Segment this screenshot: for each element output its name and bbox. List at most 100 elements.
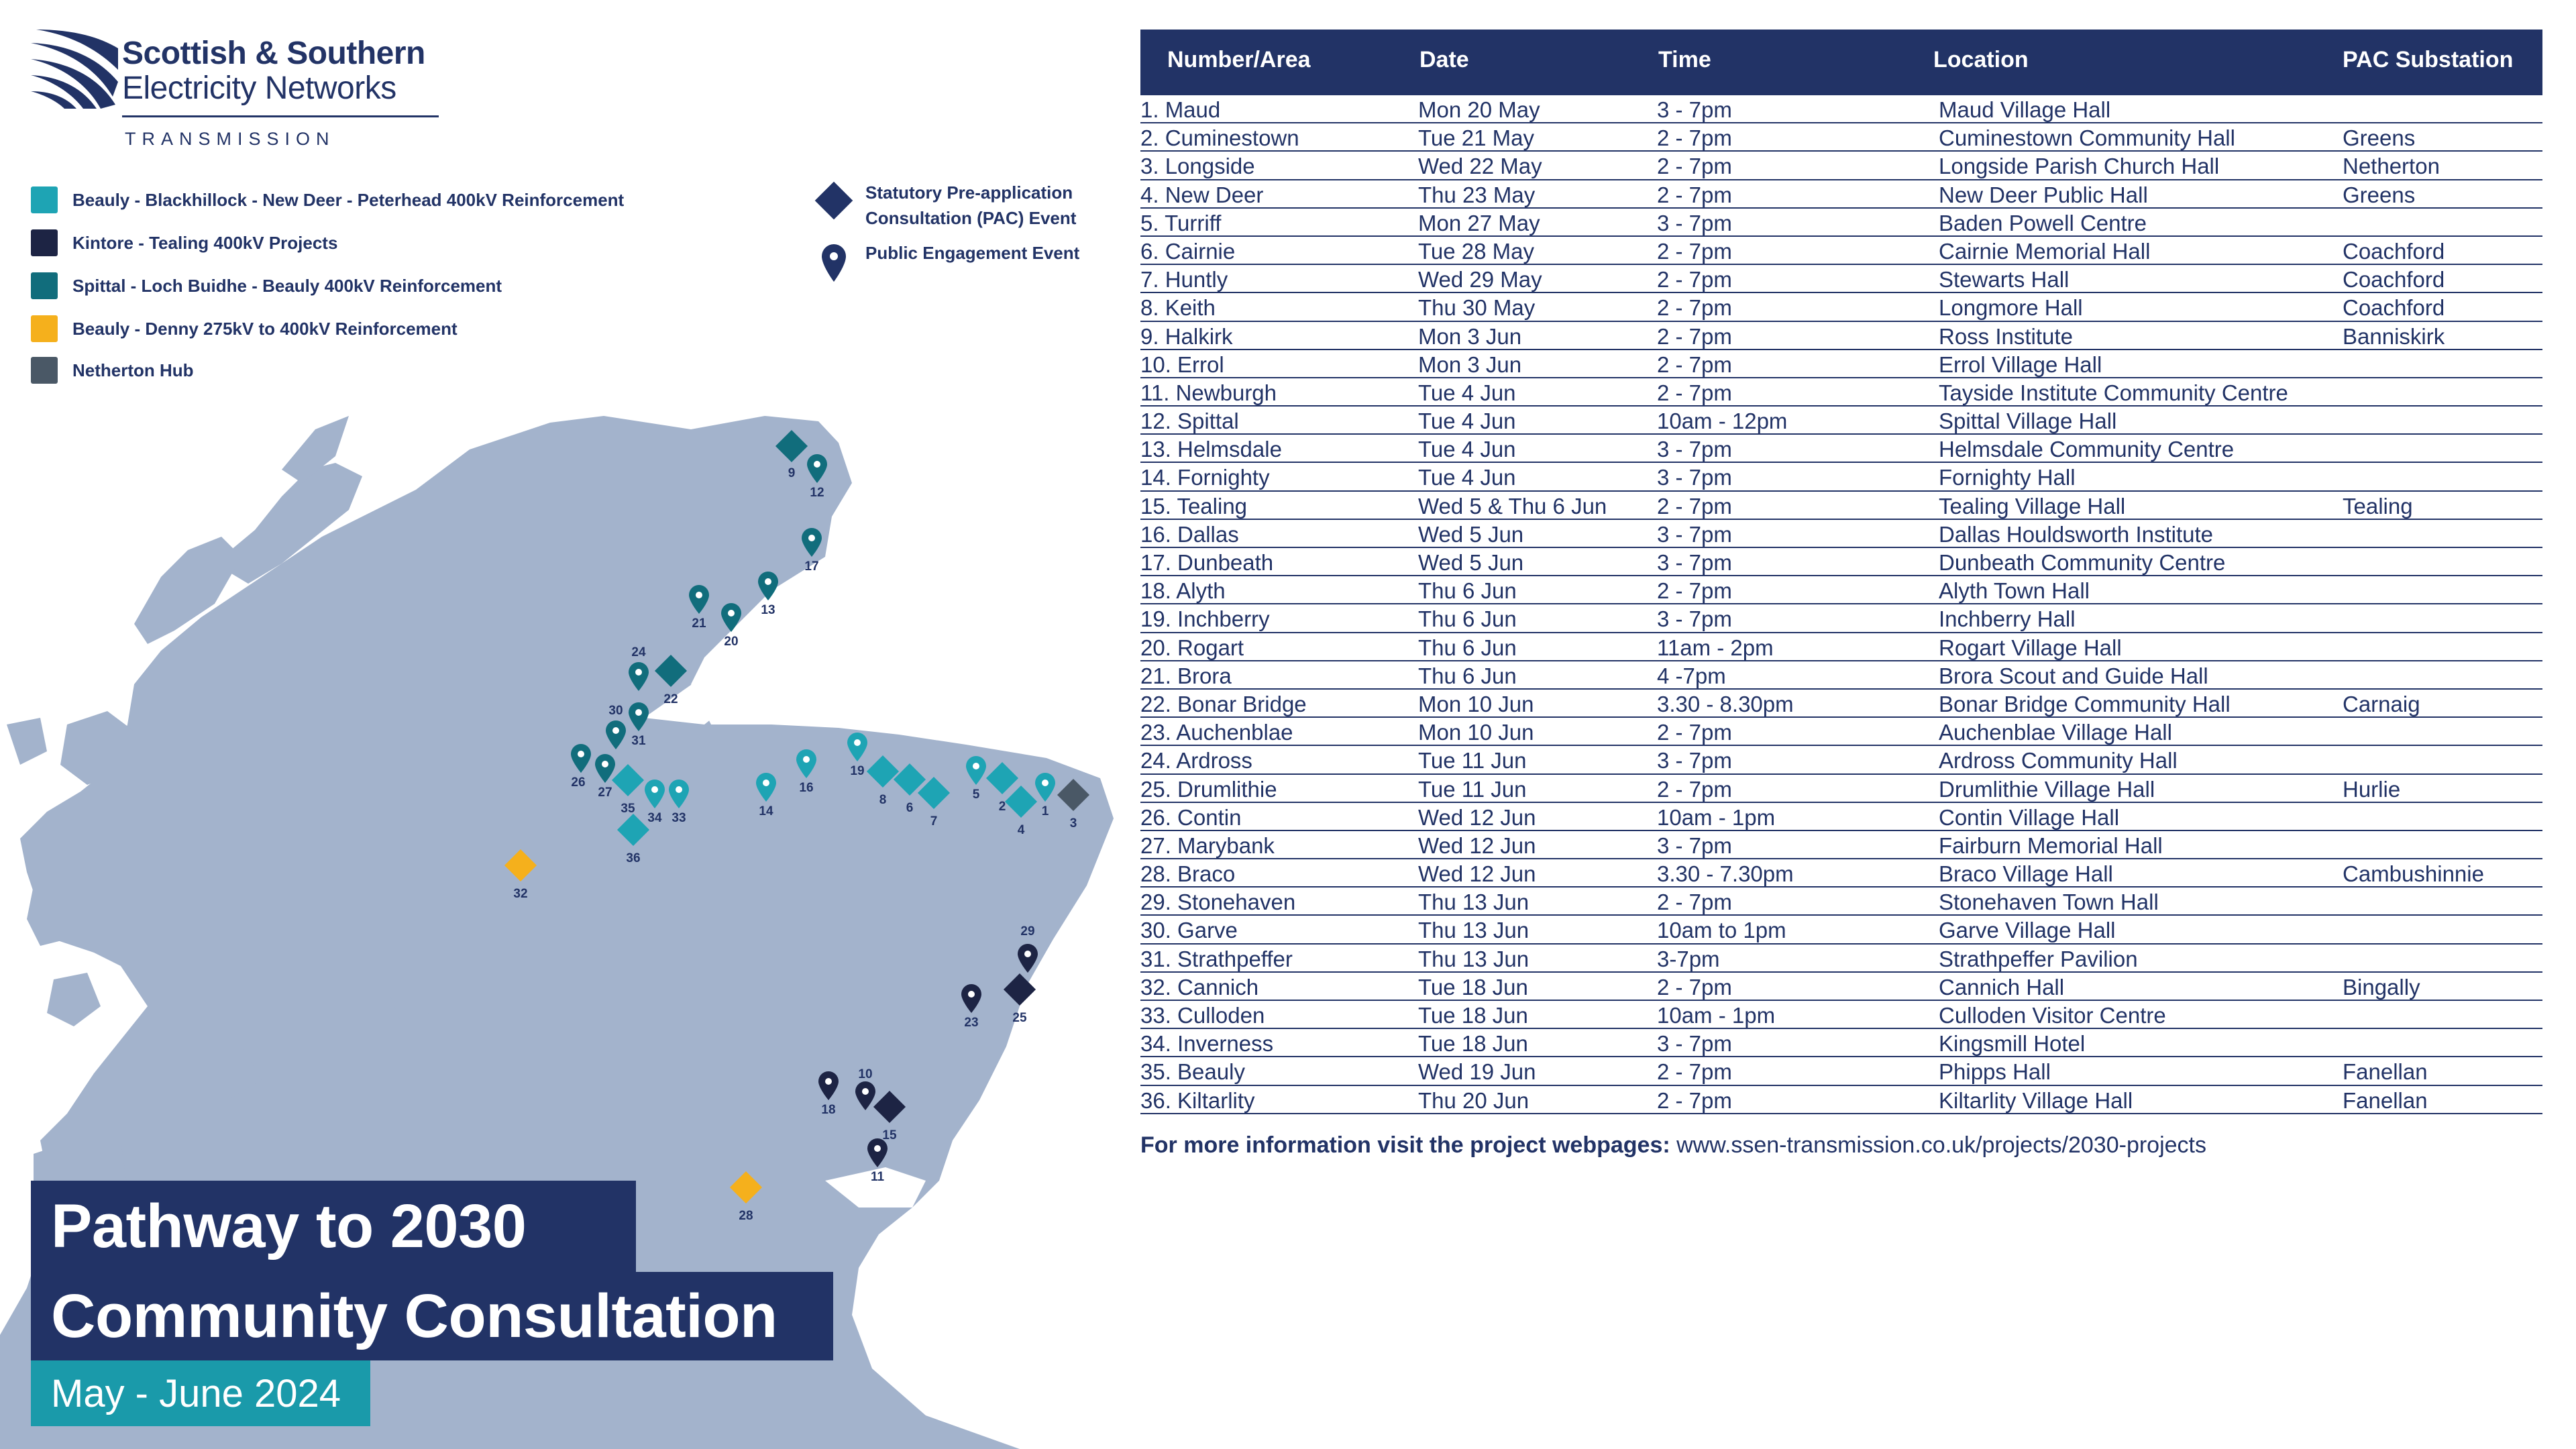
cell-date: Tue 18 Jun [1418, 974, 1528, 1000]
cell-time: 2 - 7pm [1657, 493, 1732, 519]
ssen-wave-icon [31, 30, 118, 109]
cell-date: Wed 5 Jun [1418, 521, 1524, 547]
cell-pac-substation: Netherton [2343, 154, 2440, 179]
cell-pac-substation: Fanellan [2343, 1059, 2428, 1085]
cell-location: Fornighty Hall [1939, 465, 2076, 490]
legend-label: Kintore - Tealing 400kV Projects [72, 232, 338, 253]
cell-time: 4 -7pm [1657, 663, 1726, 688]
marker-label: 4 [1018, 823, 1025, 837]
cell-date: Wed 5 & Thu 6 Jun [1418, 493, 1607, 519]
cell-area: 4. New Deer [1140, 182, 1264, 207]
table-row: 27. Marybank Wed 12 Jun 3 - 7pm Fairburn Me… [1140, 831, 2542, 860]
table-row: 23. Auchenblae Mon 10 Jun 2 - 7pm Auchenbla… [1140, 718, 2542, 747]
pin-dot [765, 578, 771, 585]
cell-area: 32. Cannich [1140, 974, 1259, 1000]
cell-area: 2. Cuminestown [1140, 125, 1299, 151]
cell-area: 25. Drumlithie [1140, 776, 1277, 802]
map-marker-16[interactable]: 16 [796, 749, 816, 795]
map-marker-18[interactable]: 18 [818, 1071, 839, 1117]
marker-label: 6 [906, 801, 914, 815]
cell-time: 2 - 7pm [1657, 974, 1732, 1000]
marker-label: 19 [850, 764, 864, 778]
cell-area: 11. Newburgh [1140, 380, 1277, 405]
map-marker-26[interactable]: 26 [571, 744, 591, 790]
cell-area: 7. Huntly [1140, 267, 1228, 292]
ssen-logo: Scottish & Southern Electricity Networks… [31, 30, 439, 157]
table-row: 8. Keith Thu 30 May 2 - 7pm Longmore Hall Co… [1140, 293, 2542, 322]
map-marker-21[interactable]: 21 [689, 585, 709, 631]
cell-pac-substation: Cambushinnie [2343, 861, 2484, 887]
legend-swatch [31, 272, 58, 299]
map-marker-34[interactable]: 34 [645, 780, 665, 825]
table-row: 29. Stonehaven Thu 13 Jun 2 - 7pm Stonehave… [1140, 888, 2542, 916]
table-row: 1. Maud Mon 20 May 3 - 7pm Maud Village Hal… [1140, 95, 2542, 124]
cell-location: Auchenblae Village Hall [1939, 720, 2172, 745]
cell-location: Braco Village Hall [1939, 861, 2113, 887]
legend-item-netherton-hub: Netherton Hub [31, 357, 194, 384]
cell-location: Fairburn Memorial Hall [1939, 833, 2163, 858]
pin-dot [1024, 951, 1031, 957]
map-marker-20[interactable]: 20 [721, 603, 741, 649]
marker-label: 35 [621, 802, 635, 816]
map-marker-5[interactable]: 5 [966, 756, 986, 802]
legend-item-spittal-beauly: Spittal - Loch Buidhe - Beauly 400kV Rei… [31, 272, 502, 299]
map-marker-30[interactable]: 30 [606, 704, 626, 749]
marker-label: 9 [788, 466, 796, 480]
marker-label: 27 [598, 786, 612, 800]
cell-time: 10am - 12pm [1657, 409, 1788, 434]
cell-date: Thu 13 Jun [1418, 918, 1529, 943]
marker-label: 30 [608, 704, 623, 718]
table-row: 5. Turriff Mon 27 May 3 - 7pm Baden Powell … [1140, 209, 2542, 237]
map-marker-11[interactable]: 11 [867, 1138, 888, 1184]
table-row: 15. Tealing Wed 5 & Thu 6 Jun 2 - 7pm Teali… [1140, 492, 2542, 520]
map-marker-31[interactable]: 31 [629, 702, 649, 748]
marker-label: 11 [871, 1170, 885, 1184]
cell-date: Thu 13 Jun [1418, 890, 1529, 915]
cell-area: 29. Stonehaven [1140, 890, 1296, 915]
map-marker-14[interactable]: 14 [756, 773, 776, 818]
map-marker-17[interactable]: 17 [802, 528, 822, 574]
cell-location: Rogart Village Hall [1939, 635, 2122, 660]
pin-icon [818, 1071, 839, 1100]
cell-time: 2 - 7pm [1657, 890, 1732, 915]
cell-location: Cuminestown Community Hall [1939, 125, 2235, 151]
marker-label: 2 [999, 800, 1006, 814]
cell-date: Tue 11 Jun [1418, 748, 1527, 773]
cell-location: Longmore Hall [1939, 295, 2083, 321]
map-marker-19[interactable]: 19 [847, 733, 867, 778]
project-webpage-link[interactable]: www.ssen-transmission.co.uk/projects/203… [1676, 1132, 2206, 1158]
cell-location: Kingsmill Hotel [1939, 1031, 2086, 1057]
cell-pac-substation: Greens [2343, 182, 2416, 207]
marker-label: 5 [973, 788, 980, 802]
marker-label: 23 [964, 1016, 978, 1030]
marker-label: 31 [631, 734, 646, 748]
cell-date: Mon 3 Jun [1418, 323, 1522, 349]
cell-date: Thu 20 Jun [1418, 1087, 1529, 1113]
legend-public-event: Public Engagement Event [813, 240, 1079, 283]
table-body: 1. Maud Mon 20 May 3 - 7pm Maud Village Hal… [1140, 95, 2542, 1114]
map-marker-10[interactable]: 10 [855, 1067, 875, 1110]
map-marker-13[interactable]: 13 [758, 572, 778, 617]
marker-label: 22 [663, 692, 678, 706]
map-marker-33[interactable]: 33 [669, 780, 689, 825]
cell-pac-substation: Banniskirk [2343, 323, 2445, 349]
map-marker-22[interactable]: 22 [654, 654, 688, 706]
map-marker-27[interactable]: 27 [595, 754, 615, 800]
map-marker-24[interactable]: 24 [629, 645, 649, 691]
cell-date: Thu 6 Jun [1418, 635, 1517, 660]
map-marker-29[interactable]: 29 [1018, 924, 1038, 973]
cell-pac-substation: Tealing [2343, 493, 2413, 519]
map-marker-12[interactable]: 12 [807, 454, 827, 500]
marker-label: 20 [724, 635, 738, 649]
pin-dot [696, 592, 702, 598]
cell-pac-substation: Carnaig [2343, 691, 2420, 716]
cell-time: 2 - 7pm [1657, 323, 1732, 349]
map-marker-1[interactable]: 1 [1035, 773, 1055, 818]
pin-icon [807, 454, 827, 483]
pin-icon [669, 780, 689, 808]
cell-area: 9. Halkirk [1140, 323, 1233, 349]
cell-area: 3. Longside [1140, 154, 1255, 179]
map-marker-23[interactable]: 23 [961, 984, 981, 1030]
legend-swatch [31, 229, 58, 256]
cell-area: 13. Helmsdale [1140, 437, 1282, 462]
